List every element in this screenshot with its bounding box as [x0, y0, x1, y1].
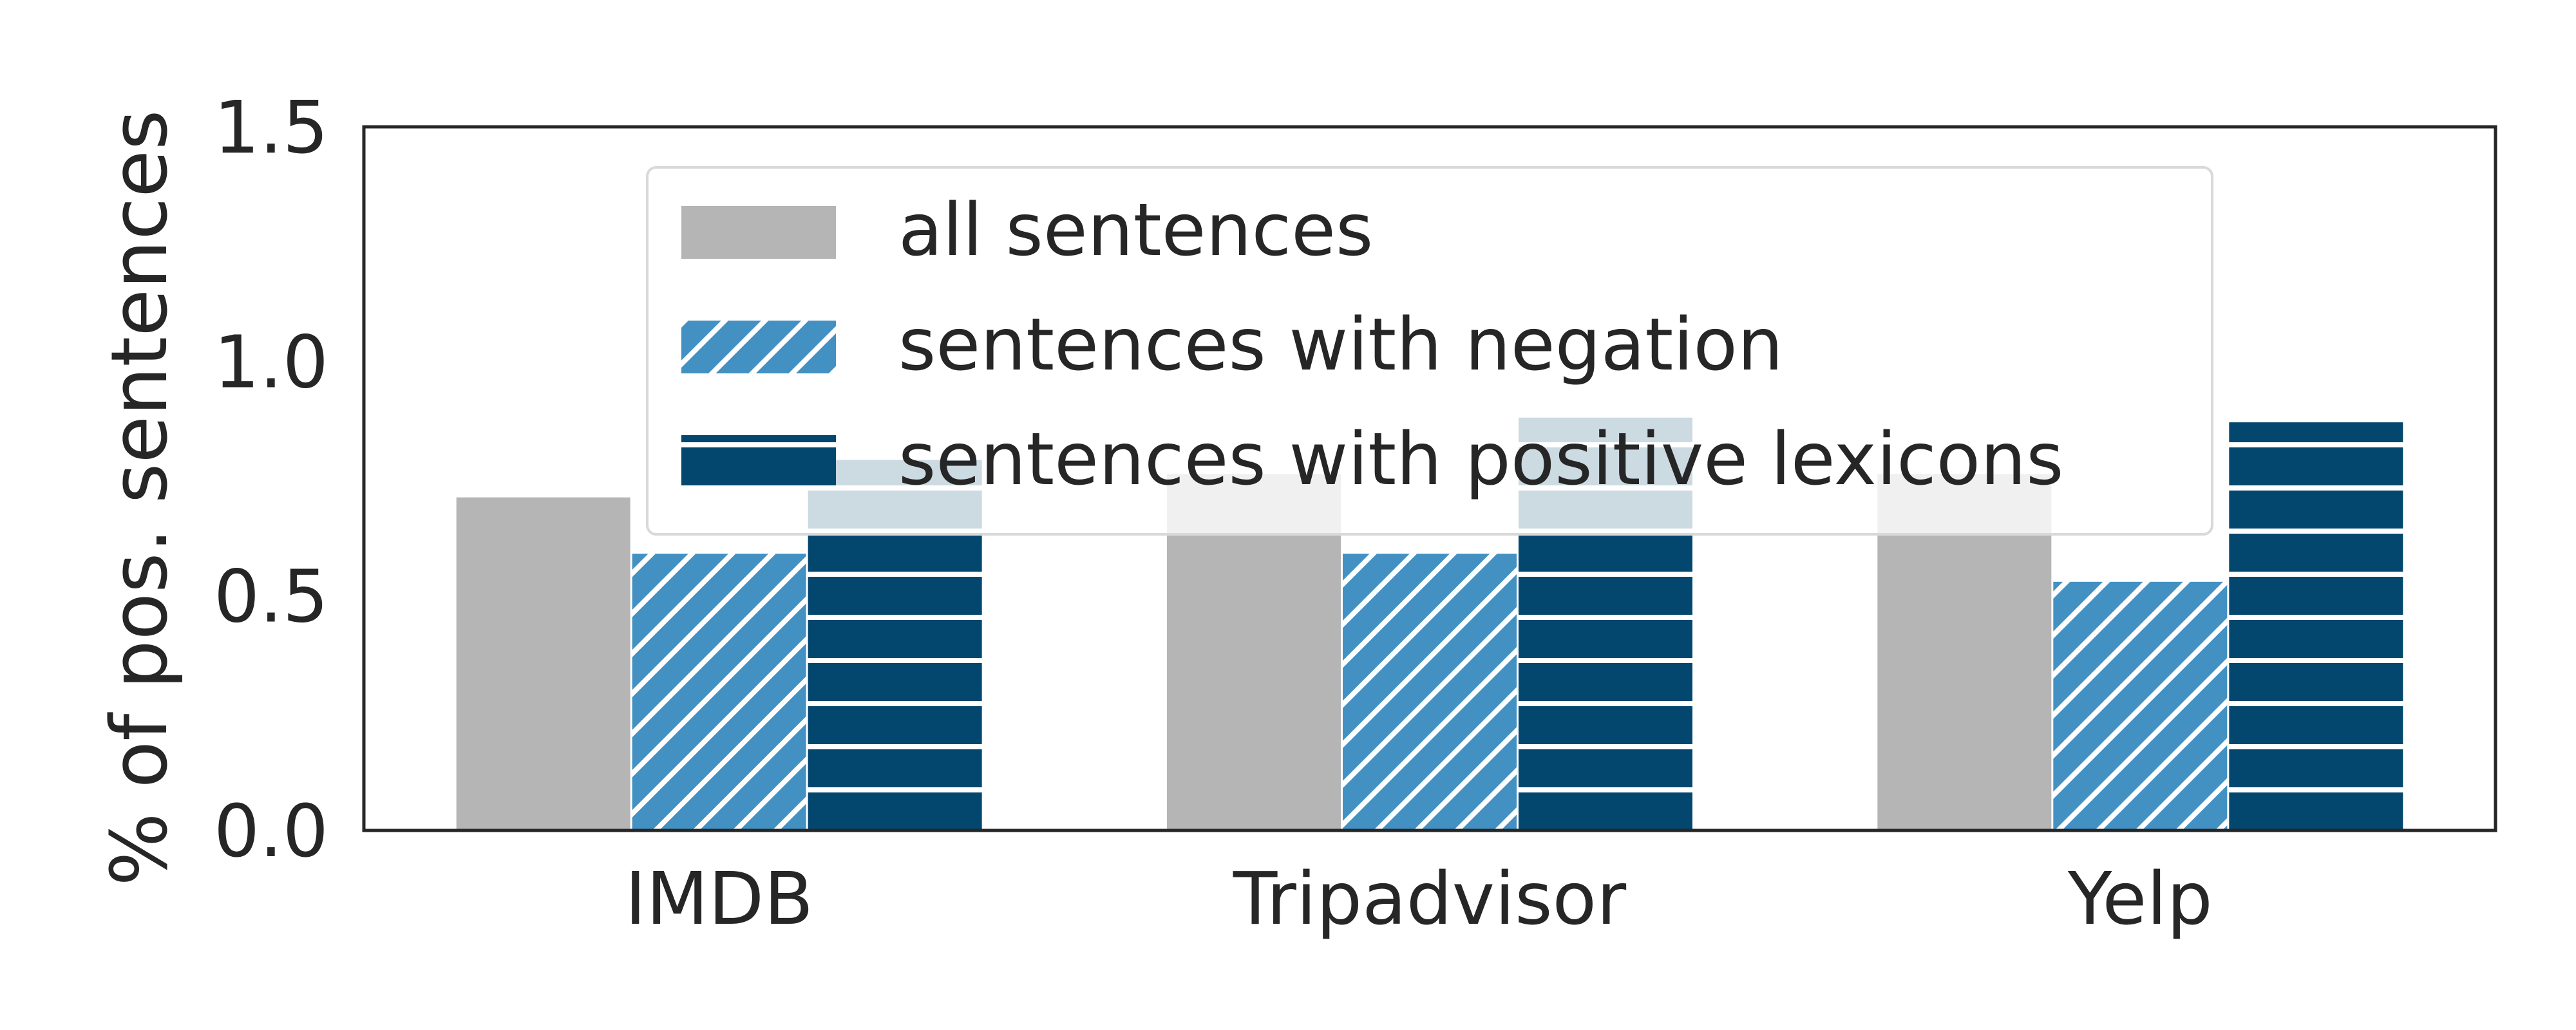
- legend-label-2: sentences with positive lexicons: [898, 418, 2064, 501]
- x-tick-label-2: Yelp: [2067, 857, 2213, 941]
- y-tick-label-2: 1.0: [214, 321, 328, 404]
- y-tick-label-3: 1.5: [214, 86, 328, 170]
- bar-imdb-series-1: [632, 554, 806, 830]
- x-tick-label-1: Tripadvisor: [1233, 857, 1627, 941]
- legend-swatch-1: [681, 321, 836, 373]
- legend-label-1: sentences with negation: [898, 303, 1783, 387]
- bar-imdb-series-0: [456, 497, 630, 830]
- bar-yelp-series-2: [2229, 422, 2403, 830]
- axes: 0.0 0.5 1.0 1.5 IMDB Tripadvisor Yelp % of pos.…: [95, 86, 2497, 941]
- legend-label-0: all sentences: [898, 189, 1373, 272]
- legend: all sentences sentences with negation sent…: [646, 166, 2213, 536]
- x-tick-label-0: IMDB: [625, 857, 813, 941]
- y-tick-label-1: 0.5: [214, 556, 328, 639]
- plot-frame: [362, 125, 2497, 832]
- legend-frame: [646, 166, 2213, 536]
- bar-yelp-series-1: [2053, 581, 2228, 830]
- bar-tripadvisor-series-1: [1343, 554, 1517, 830]
- legend-swatch-2: [681, 435, 836, 488]
- y-tick-label-0: 0.0: [214, 790, 328, 874]
- y-axis-label: % of pos. sentences: [95, 109, 185, 886]
- legend-swatch-0: [681, 206, 836, 259]
